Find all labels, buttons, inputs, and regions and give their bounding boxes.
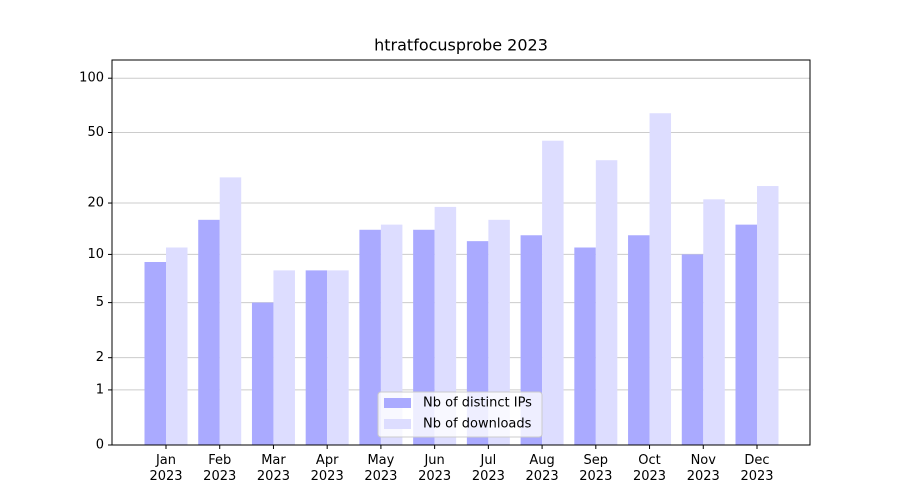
bar [757,186,779,445]
x-tick-label: Feb 2023 [203,453,237,484]
bar [595,160,618,446]
y-tick-label: 0 [96,438,104,453]
x-tick-label: Jul 2023 [471,453,505,484]
y-tick-label: 50 [87,125,104,140]
legend-label: Nb of distinct IPs [423,396,532,411]
x-tick-label: May 2023 [364,453,398,484]
y-tick-label: 20 [87,196,104,211]
plot-frame [111,59,811,446]
bar [327,270,349,445]
bar [488,219,510,445]
bar [681,254,704,445]
y-tick-label: 100 [79,71,104,86]
x-tick-label: Apr 2023 [310,453,344,484]
bar [251,302,274,445]
legend-swatch [384,419,411,429]
legend: Nb of distinct IPs Nb of downloads [377,391,543,438]
bar [219,177,242,445]
bar [574,247,596,445]
y-tick-label: 1 [96,382,104,397]
x-tick-label: Jun 2023 [418,453,452,484]
bar [380,224,403,445]
x-tick-label: Jan 2023 [149,453,183,484]
bar [273,270,295,445]
bar [198,219,220,445]
bar [703,199,725,445]
bar [413,229,435,445]
bar [144,261,166,445]
y-tick-label: 10 [87,247,104,262]
x-tick-label: Nov 2023 [686,453,720,484]
bar [649,113,672,446]
y-tick-label: 5 [96,295,104,310]
x-tick-label: Oct 2023 [632,453,667,484]
bar [628,235,650,445]
x-tick-label: Aug 2023 [525,453,559,484]
chart-title: htratfocusprobe 2023 [374,36,548,55]
bar [542,140,564,445]
x-tick-label: Mar 2023 [256,453,290,484]
bar [305,270,328,445]
bar [735,224,757,445]
legend-swatch [384,398,411,408]
x-tick-label: Dec 2023 [740,453,774,484]
x-tick-label: Sep 2023 [579,453,613,484]
bar [434,206,457,445]
legend-label: Nb of downloads [423,417,532,432]
legend-box [377,391,543,438]
y-tick-label: 2 [96,350,104,365]
bar [359,229,381,445]
bar [166,247,188,445]
